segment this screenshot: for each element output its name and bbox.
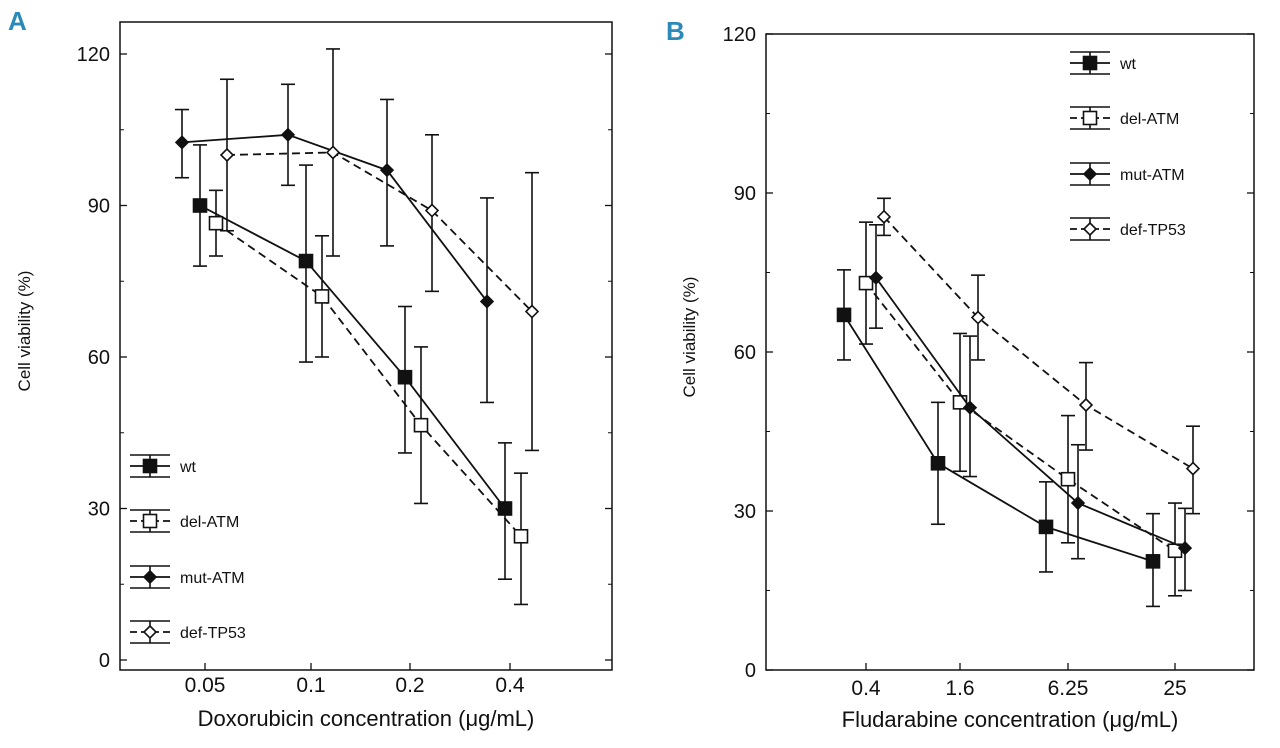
- x-tick-label: 0.2: [395, 674, 424, 697]
- panel-label: B: [666, 16, 685, 46]
- legend-item-def-tp53: def-TP53: [1070, 217, 1186, 241]
- data-point: [513, 528, 529, 544]
- series-mut-atm: [868, 224, 1193, 592]
- data-point: [174, 135, 190, 150]
- series-mut-atm: [174, 83, 495, 404]
- data-point: [208, 215, 224, 231]
- series-line: [875, 277, 1186, 549]
- plot-frame: [765, 33, 1255, 671]
- data-point: [858, 275, 874, 291]
- series-line: [226, 151, 533, 313]
- legend-marker: [1082, 166, 1098, 182]
- data-point: [970, 310, 986, 325]
- legend-label: def-TP53: [1120, 222, 1186, 239]
- data-point: [397, 369, 413, 385]
- data-point: [424, 203, 440, 218]
- legend-item-wt: wt: [130, 454, 197, 478]
- legend-item-del-atm: del-ATM: [1070, 106, 1179, 130]
- series-line: [215, 222, 522, 537]
- y-tick-label: 90: [88, 196, 110, 218]
- y-axis-label: Cell viability (%): [680, 277, 699, 398]
- y-axis-label: Cell viability (%): [15, 271, 34, 392]
- data-point: [280, 127, 296, 142]
- legend-item-mut-atm: mut-ATM: [130, 565, 245, 589]
- legend-label: def-TP53: [180, 625, 246, 642]
- data-point: [379, 163, 395, 178]
- x-tick-label: 0.4: [495, 674, 525, 697]
- data-point: [413, 417, 429, 433]
- data-point: [868, 270, 884, 285]
- data-point: [497, 501, 513, 516]
- panel-label: A: [8, 6, 27, 36]
- y-tick-label: 0: [99, 650, 110, 672]
- legend-label: wt: [179, 459, 197, 476]
- series-def-tp53: [219, 48, 540, 452]
- y-tick-label: 0: [745, 660, 756, 682]
- y-tick-label: 60: [88, 347, 110, 369]
- panel-b: B 0 30 60 90 120 0.4 1.6 6.25 25 Fludarabine conce…: [666, 16, 1255, 732]
- data-point: [314, 289, 330, 304]
- series-del-atm: [208, 189, 529, 606]
- series-line: [199, 204, 506, 510]
- legend-marker: [1082, 110, 1098, 126]
- data-point: [219, 147, 235, 163]
- legend-marker: [142, 624, 158, 640]
- series-wt: [836, 269, 1161, 608]
- series-line: [843, 314, 1154, 563]
- x-tick-label: 25: [1163, 677, 1186, 700]
- x-tick-label: 6.25: [1048, 677, 1089, 700]
- data-point: [836, 307, 852, 323]
- series-def-tp53: [876, 197, 1201, 515]
- legend-label: wt: [1119, 56, 1137, 73]
- data-point: [1145, 554, 1161, 569]
- legend-label: del-ATM: [1120, 111, 1179, 128]
- y-tick-label: 120: [77, 44, 110, 66]
- data-point: [1177, 540, 1193, 556]
- data-point: [524, 304, 540, 319]
- data-point: [479, 294, 495, 309]
- legend-item-mut-atm: mut-ATM: [1070, 162, 1185, 186]
- panel-a: A 0 30 60 90 120 0.05 0.1 0.2 0.4 Doxorubicin conc…: [8, 6, 613, 731]
- x-axis-label: Fludarabine concentration (μg/mL): [842, 707, 1179, 732]
- data-point: [1038, 519, 1054, 535]
- y-tick-label: 30: [734, 501, 756, 523]
- x-tick-label: 1.6: [945, 677, 974, 700]
- x-axis-label: Doxorubicin concentration (μg/mL): [198, 706, 535, 731]
- data-point: [298, 253, 314, 269]
- data-point: [325, 145, 341, 160]
- series-line: [883, 216, 1194, 470]
- data-point: [962, 400, 978, 415]
- legend-marker: [142, 569, 158, 585]
- y-tick-label: 90: [734, 183, 756, 205]
- data-point: [192, 198, 208, 213]
- plot-frame: [119, 21, 613, 671]
- legend-item-wt: wt: [1070, 51, 1137, 75]
- y-tick-label: 30: [88, 499, 110, 521]
- series-line: [865, 282, 1176, 552]
- data-point: [1078, 397, 1094, 413]
- legend-marker: [142, 458, 158, 474]
- x-tick-label: 0.4: [851, 677, 881, 700]
- data-point: [930, 455, 946, 471]
- data-point: [1060, 471, 1076, 487]
- data-point: [1185, 461, 1201, 476]
- legend-marker: [1082, 55, 1098, 71]
- legend-item-del-atm: del-ATM: [130, 509, 239, 533]
- series-wt: [192, 144, 513, 581]
- legend-item-def-tp53: def-TP53: [130, 620, 246, 644]
- data-point: [876, 209, 892, 224]
- legend-label: del-ATM: [180, 514, 239, 531]
- legend-label: mut-ATM: [1120, 167, 1185, 184]
- legend-marker: [142, 513, 158, 529]
- series-del-atm: [858, 221, 1183, 597]
- legend-label: mut-ATM: [180, 570, 245, 587]
- y-tick-label: 120: [723, 24, 756, 46]
- y-tick-label: 60: [734, 342, 756, 364]
- x-tick-label: 0.1: [296, 674, 325, 697]
- x-tick-label: 0.05: [185, 674, 226, 697]
- data-point: [1070, 495, 1086, 511]
- legend-marker: [1082, 221, 1098, 237]
